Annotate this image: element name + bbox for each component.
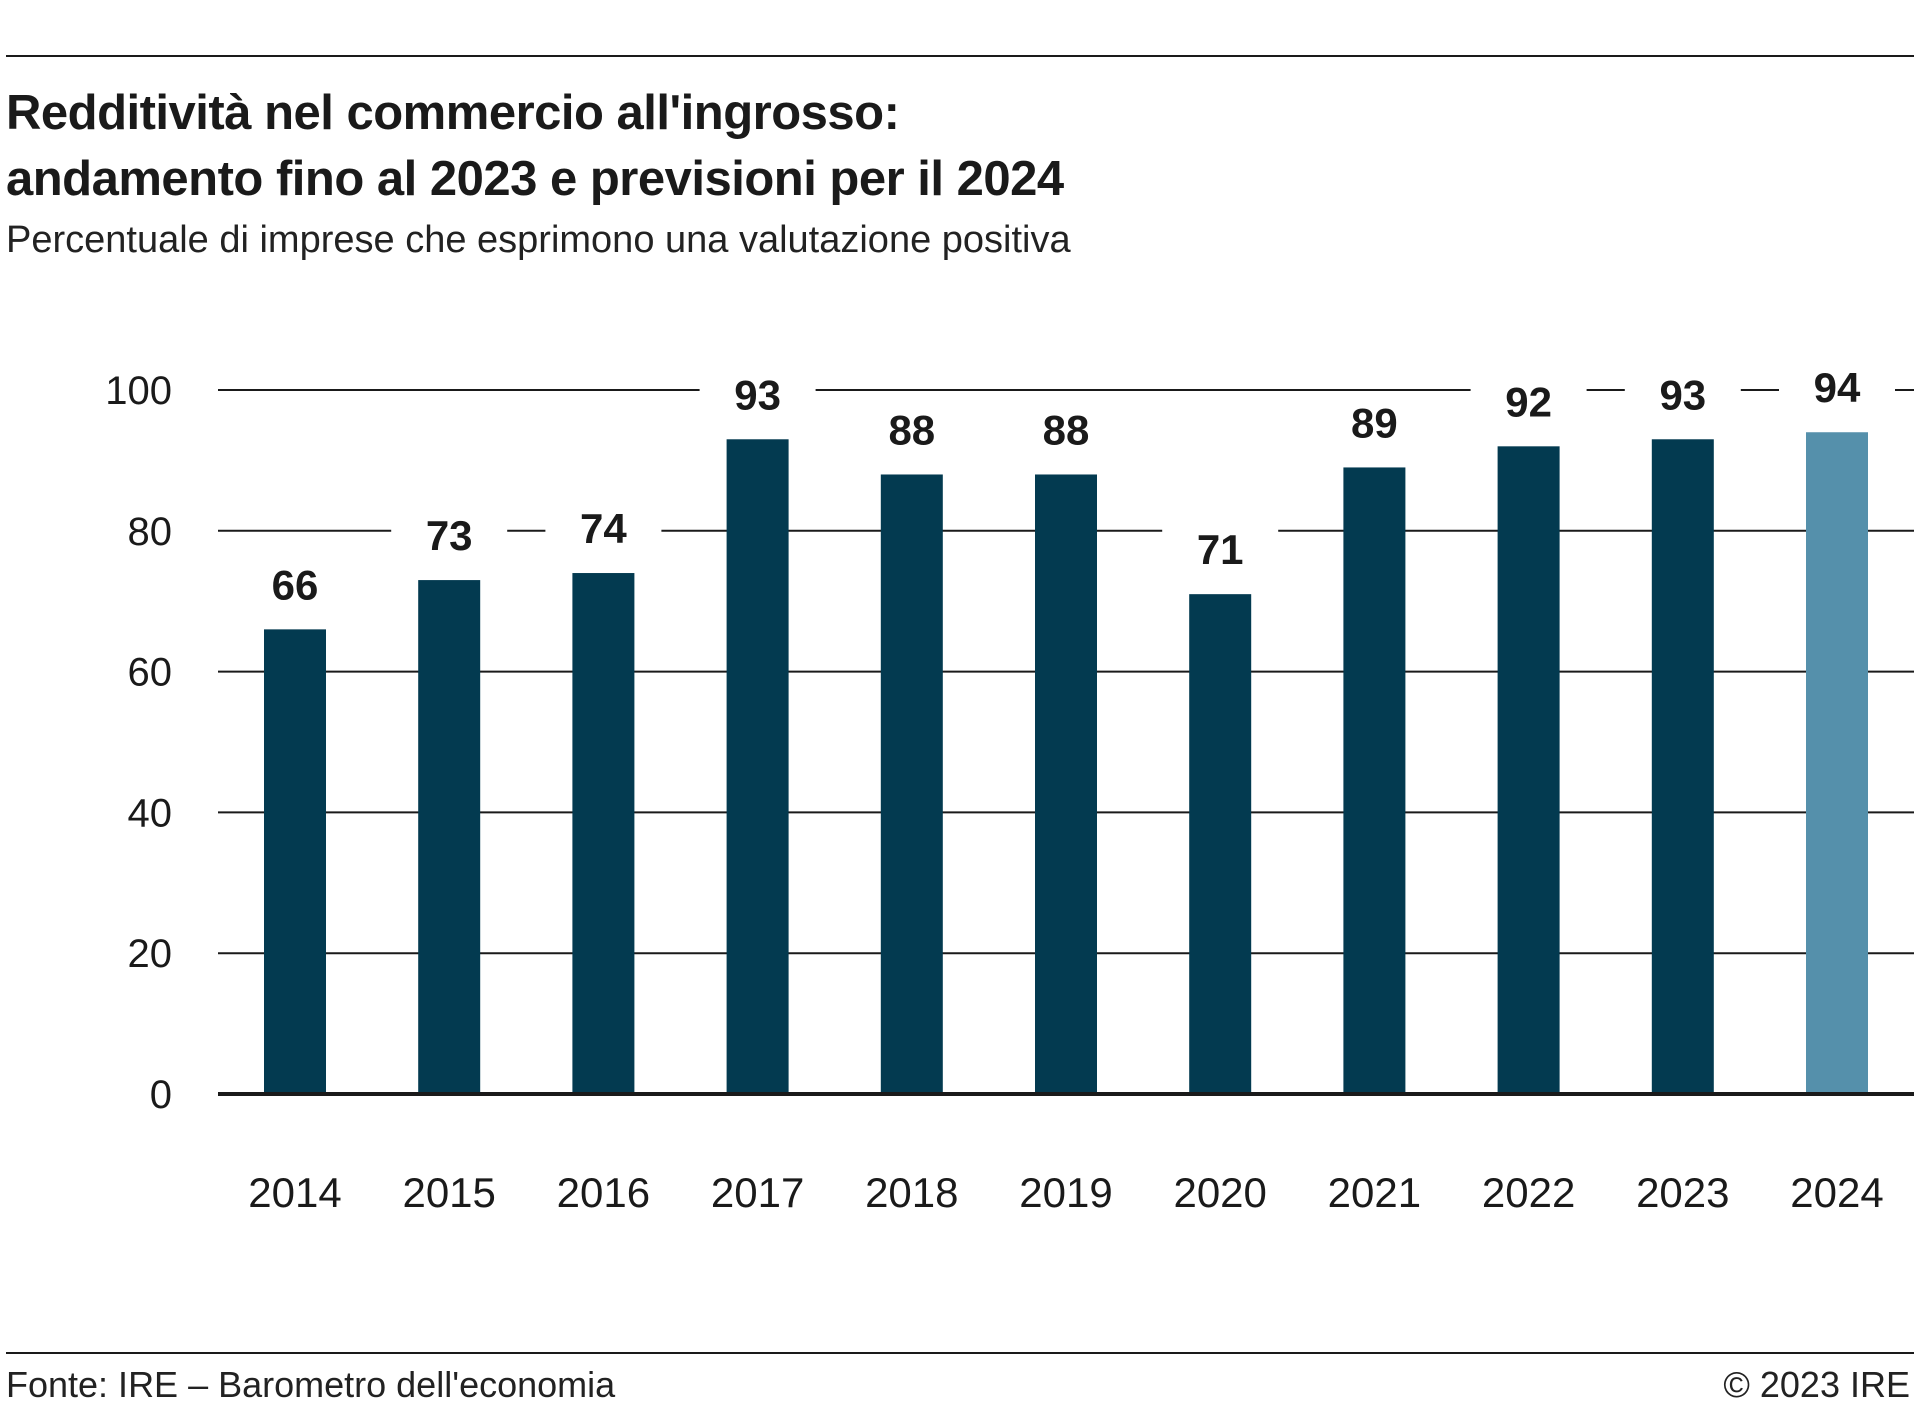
x-tick-label: 2016: [557, 1169, 650, 1216]
x-tick-label: 2019: [1019, 1169, 1112, 1216]
data-label: 88: [1043, 406, 1090, 453]
y-tick-label: 20: [128, 932, 173, 976]
bar: [880, 474, 943, 1095]
y-tick-label: 0: [150, 1073, 172, 1117]
data-label: 93: [734, 371, 781, 418]
bar: [1651, 439, 1714, 1094]
top-rule: [6, 55, 1914, 57]
copyright-note: © 2023 IRE: [1723, 1364, 1910, 1405]
x-tick-label: 2018: [865, 1169, 958, 1216]
data-label: 73: [426, 512, 473, 559]
y-tick-label: 100: [105, 369, 172, 413]
chart-title: Redditività nel commercio all'ingrosso: …: [6, 80, 1886, 212]
chart-title-line-2: andamento fino al 2023 e previsioni per …: [6, 152, 1064, 206]
y-tick-label: 80: [128, 510, 173, 554]
bar: [726, 439, 789, 1094]
x-tick-label: 2024: [1790, 1169, 1883, 1216]
data-label: 74: [580, 505, 627, 552]
x-tick-label: 2023: [1636, 1169, 1729, 1216]
data-label: 93: [1659, 371, 1706, 418]
source-note: Fonte: IRE – Barometro dell'economia: [6, 1364, 616, 1405]
data-label: 92: [1505, 378, 1552, 425]
bar: [1343, 467, 1406, 1094]
y-tick-label: 40: [128, 791, 173, 835]
y-tick-label: 60: [128, 651, 173, 695]
bar: [1497, 446, 1560, 1094]
data-label: 88: [888, 406, 935, 453]
bar: [264, 629, 326, 1094]
chart-subtitle: Percentuale di imprese che esprimono una…: [6, 219, 1071, 261]
bottom-rule: [6, 1352, 1914, 1354]
bar: [1806, 432, 1868, 1094]
bar: [572, 573, 635, 1094]
x-tick-label: 2022: [1482, 1169, 1575, 1216]
data-label: 94: [1814, 364, 1861, 411]
bar: [1189, 594, 1252, 1094]
bar: [418, 580, 481, 1094]
data-label: 71: [1197, 526, 1244, 573]
bar: [1035, 474, 1097, 1095]
x-tick-label: 2015: [402, 1169, 495, 1216]
data-label: 66: [272, 561, 319, 608]
x-tick-label: 2021: [1328, 1169, 1421, 1216]
x-tick-label: 2017: [711, 1169, 804, 1216]
data-label: 89: [1351, 399, 1398, 446]
x-tick-label: 2014: [248, 1169, 341, 1216]
chart-title-line-1: Redditività nel commercio all'ingrosso:: [6, 86, 900, 140]
x-tick-label: 2020: [1173, 1169, 1266, 1216]
